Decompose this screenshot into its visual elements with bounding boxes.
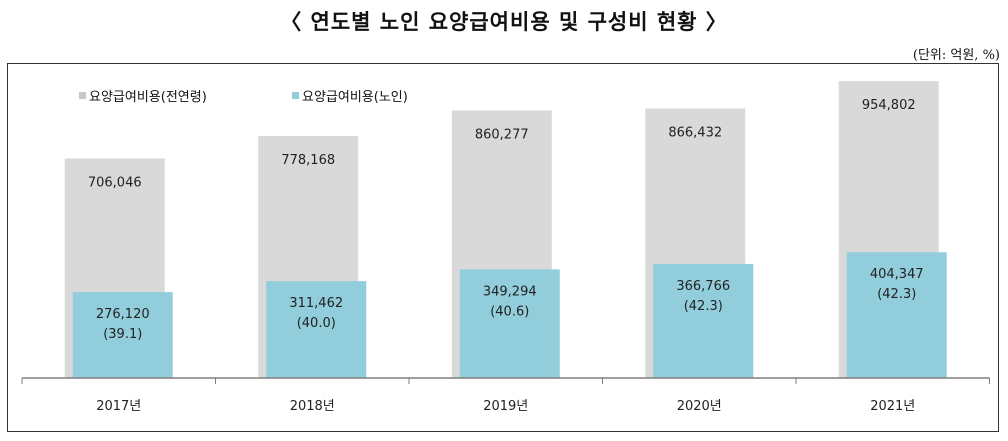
- chart-title: 〈 연도별 노인 요양급여비용 및 구성비 현황 〉: [280, 10, 728, 34]
- bar-elderly-0: [72, 292, 173, 378]
- bar-elderly-2: [459, 269, 560, 378]
- bar-elderly-4: [846, 252, 947, 378]
- legend-label-elderly: 요양급여비용(노인): [302, 90, 408, 105]
- bar-label-elderly-3: 366,766: [676, 279, 730, 294]
- x-tick-label-0: 2017년: [96, 399, 141, 414]
- bar-label-total-1: 778,168: [281, 153, 335, 168]
- bar-elderly-1: [266, 281, 367, 378]
- bar-ratio-elderly-4: (42.3): [877, 287, 916, 302]
- bar-label-elderly-0: 276,120: [96, 307, 150, 322]
- bar-label-total-4: 954,802: [862, 98, 916, 113]
- legend-item-total: 요양급여비용(전연령): [79, 86, 207, 105]
- bar-label-total-2: 860,277: [475, 127, 529, 142]
- x-tick-label-3: 2020년: [677, 399, 722, 414]
- legend-swatch-elderly: [292, 92, 299, 99]
- bar-label-elderly-4: 404,347: [870, 267, 924, 282]
- unit-note: (단위: 억원, %): [912, 48, 1000, 63]
- bar-elderly-3: [653, 263, 754, 378]
- legend-item-elderly: 요양급여비용(노인): [292, 86, 408, 105]
- legend-swatch-total: [79, 92, 86, 99]
- legend-label-total: 요양급여비용(전연령): [89, 90, 207, 105]
- x-tick-label-4: 2021년: [870, 399, 915, 414]
- bar-label-total-3: 866,432: [668, 126, 722, 141]
- bar-ratio-elderly-1: (40.0): [297, 316, 336, 331]
- chart-frame: [7, 63, 999, 432]
- x-tick-label-2: 2019년: [483, 399, 528, 414]
- bar-label-elderly-2: 349,294: [483, 284, 537, 299]
- bar-ratio-elderly-0: (39.1): [103, 327, 142, 342]
- bar-ratio-elderly-2: (40.6): [490, 304, 529, 319]
- bar-ratio-elderly-3: (42.3): [684, 299, 723, 314]
- bar-label-elderly-1: 311,462: [289, 296, 343, 311]
- bar-label-total-0: 706,046: [88, 175, 142, 190]
- x-tick-label-1: 2018년: [290, 399, 335, 414]
